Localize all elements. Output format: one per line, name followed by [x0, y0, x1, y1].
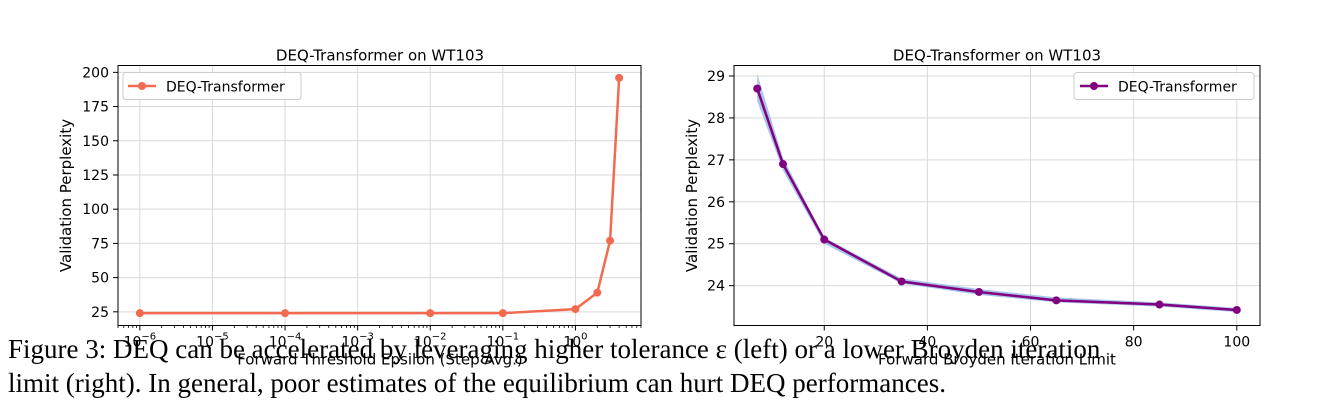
right-series-line — [756, 88, 1237, 312]
right-data-point — [974, 287, 983, 296]
right-data-point — [778, 160, 787, 169]
chart-left: 10−6 10−5 10−4 10−3 10−2 10−1 100 25 50 75 100 125… — [57, 47, 642, 369]
left-chart-title: DEQ-Transformer on WT103 — [276, 47, 484, 65]
left-legend-label: DEQ-Transformer — [166, 80, 285, 96]
left-data-point — [498, 309, 507, 318]
right-y-ticks: 24 25 26 27 28 29 — [707, 69, 734, 295]
right-data-point — [1052, 296, 1061, 305]
left-data-point — [615, 73, 624, 82]
left-data-point — [571, 305, 580, 314]
chart-right: 20 40 60 80 100 24 25 26 27 28 29 DEQ-Transformer… — [683, 47, 1261, 369]
right-x-tick-label: 40 — [918, 335, 936, 351]
right-x-ticks: 20 40 60 80 100 — [815, 325, 1250, 351]
caption-line-2: limit (right). In general, poor estimate… — [8, 368, 946, 398]
left-data-point — [135, 309, 144, 318]
right-x-tick-label: 20 — [815, 335, 833, 351]
left-y-tick-label: 175 — [82, 100, 109, 116]
figure-caption: Figure 3: DEQ can be accelerated by leve… — [8, 332, 1326, 400]
left-y-ticks: 25 50 75 100 125 150 175 200 — [82, 65, 118, 321]
right-grid — [734, 65, 1260, 326]
left-plot — [135, 73, 624, 318]
left-legend: DEQ-Transformer — [122, 72, 302, 100]
left-x-tick-label: 10−1 — [487, 332, 520, 351]
right-legend-box — [1073, 72, 1255, 100]
right-y-tick-label: 24 — [707, 279, 725, 295]
left-legend-marker — [138, 82, 146, 90]
right-y-tick-label: 27 — [707, 153, 725, 169]
right-data-point — [1232, 305, 1241, 314]
right-data-point — [820, 235, 829, 244]
left-y-tick-label: 150 — [82, 134, 109, 150]
left-x-tick-label: 10−3 — [341, 332, 374, 351]
left-x-tick-label: 10−5 — [196, 332, 229, 351]
right-confidence-band — [757, 73, 1237, 313]
right-legend-marker — [1090, 82, 1098, 90]
right-legend-label: DEQ-Transformer — [1118, 80, 1237, 96]
left-y-tick-label: 125 — [82, 168, 109, 184]
left-grid — [118, 65, 641, 326]
left-x-tick-label: 100 — [563, 332, 587, 351]
right-y-axis-label: Validation Perplexity — [683, 119, 701, 272]
right-x-tick-label: 100 — [1223, 335, 1250, 351]
left-plot-frame — [117, 65, 642, 326]
right-plot-frame — [733, 65, 1261, 326]
left-y-tick-label: 50 — [91, 271, 109, 287]
right-chart-title: DEQ-Transformer on WT103 — [893, 47, 1101, 65]
left-x-ticks: 10−6 10−5 10−4 10−3 10−2 10−1 100 — [117, 325, 642, 351]
right-y-tick-label: 26 — [707, 195, 725, 211]
right-data-point — [897, 277, 906, 286]
right-y-tick-label: 29 — [707, 69, 725, 85]
left-x-tick-label: 10−4 — [269, 332, 302, 351]
right-plot — [753, 73, 1241, 314]
right-data-point — [1155, 300, 1164, 309]
right-x-tick-label: 60 — [1022, 335, 1040, 351]
left-y-tick-label: 75 — [91, 236, 109, 252]
right-data-point — [753, 84, 762, 93]
left-x-tick-label: 10−6 — [124, 332, 157, 351]
left-data-point — [606, 236, 615, 245]
right-legend: DEQ-Transformer — [1073, 72, 1255, 100]
left-y-tick-label: 100 — [82, 202, 109, 218]
left-data-point — [281, 309, 290, 318]
left-y-tick-label: 200 — [82, 65, 109, 81]
left-x-axis-label: Forward Threshold Epsilon (Step Avg.) — [237, 351, 523, 369]
left-y-tick-label: 25 — [91, 305, 109, 321]
left-legend-box — [122, 72, 302, 100]
right-y-tick-label: 25 — [707, 237, 725, 253]
left-series-line — [139, 77, 621, 315]
left-data-point — [593, 288, 602, 297]
left-y-axis-label: Validation Perplexity — [57, 119, 75, 272]
right-x-tick-label: 80 — [1125, 335, 1143, 351]
left-x-tick-label: 10−2 — [414, 332, 447, 351]
right-y-tick-label: 28 — [707, 111, 725, 127]
caption-line-1: Figure 3: DEQ can be accelerated by leve… — [8, 334, 1101, 364]
left-data-point — [426, 309, 435, 318]
right-x-axis-label: Forward Broyden Iteration Limit — [878, 351, 1116, 369]
